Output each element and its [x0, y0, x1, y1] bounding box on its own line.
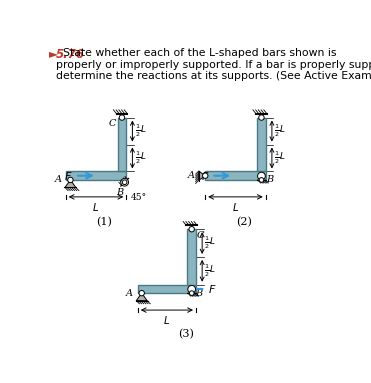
- Text: 45°: 45°: [131, 193, 147, 202]
- Text: State whether each of the L-shaped bars shown is
properly or improperly supporte: State whether each of the L-shaped bars …: [56, 48, 371, 82]
- Text: $\frac{1}{2}L$: $\frac{1}{2}L$: [135, 150, 146, 166]
- Text: C: C: [108, 119, 116, 128]
- Bar: [118, 118, 126, 172]
- Circle shape: [259, 115, 264, 120]
- Text: $L$: $L$: [163, 314, 170, 326]
- Text: $F$: $F$: [208, 283, 216, 295]
- Circle shape: [68, 177, 73, 183]
- Circle shape: [189, 291, 194, 295]
- Bar: [257, 118, 266, 172]
- Circle shape: [203, 173, 208, 178]
- Text: $F$: $F$: [201, 170, 209, 182]
- Text: $L$: $L$: [92, 201, 99, 213]
- Text: A: A: [55, 175, 62, 185]
- Bar: [205, 172, 266, 180]
- Text: $\frac{1}{2}L$: $\frac{1}{2}L$: [204, 262, 216, 279]
- Bar: [187, 229, 196, 285]
- Bar: [138, 285, 196, 293]
- Text: (3): (3): [178, 329, 194, 340]
- Text: (2): (2): [236, 217, 252, 227]
- Text: A: A: [188, 171, 195, 180]
- Circle shape: [122, 180, 127, 185]
- Text: $\frac{1}{2}L$: $\frac{1}{2}L$: [204, 235, 216, 251]
- Text: $L$: $L$: [232, 201, 239, 213]
- Text: 5.76: 5.76: [56, 48, 85, 61]
- Text: $\frac{1}{2}L$: $\frac{1}{2}L$: [274, 123, 286, 139]
- Circle shape: [121, 178, 128, 186]
- Circle shape: [188, 285, 196, 293]
- Polygon shape: [199, 171, 205, 180]
- Bar: [66, 172, 126, 180]
- Polygon shape: [65, 180, 76, 188]
- Text: C: C: [196, 231, 204, 240]
- Circle shape: [259, 178, 264, 182]
- Circle shape: [257, 172, 265, 180]
- Circle shape: [119, 115, 125, 120]
- Circle shape: [189, 226, 194, 232]
- Text: B: B: [116, 188, 123, 197]
- Text: ►: ►: [49, 48, 62, 61]
- Text: (1): (1): [96, 217, 112, 227]
- Polygon shape: [136, 293, 147, 301]
- Text: A: A: [126, 289, 133, 298]
- Text: B: B: [196, 289, 203, 298]
- Text: B: B: [266, 175, 273, 185]
- Text: $\frac{1}{2}L$: $\frac{1}{2}L$: [274, 150, 286, 166]
- Text: $F$: $F$: [64, 170, 73, 182]
- Circle shape: [139, 290, 144, 296]
- Text: $\frac{1}{2}L$: $\frac{1}{2}L$: [135, 123, 146, 139]
